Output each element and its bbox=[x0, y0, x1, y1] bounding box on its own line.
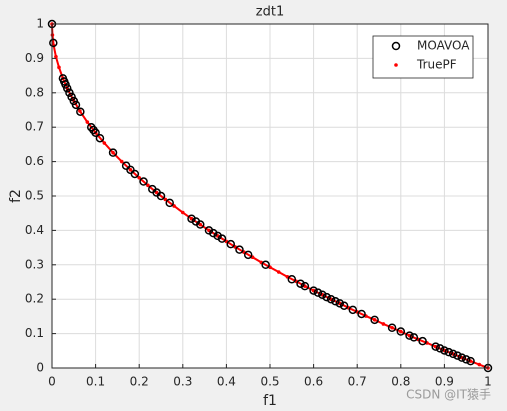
point bbox=[331, 297, 340, 306]
point bbox=[85, 120, 90, 124]
y-tick-label: 0.8 bbox=[25, 85, 44, 99]
point bbox=[300, 281, 310, 291]
point bbox=[322, 292, 331, 302]
point bbox=[381, 322, 386, 326]
chart-title: zdt1 bbox=[256, 5, 284, 20]
point bbox=[309, 286, 318, 295]
y-tick-label: 0 bbox=[36, 361, 44, 375]
x-tick-label: 0.5 bbox=[260, 375, 279, 389]
legend-label: TruePF bbox=[416, 58, 457, 72]
point bbox=[461, 355, 471, 364]
point bbox=[318, 290, 327, 299]
point bbox=[156, 191, 166, 201]
point bbox=[111, 150, 115, 155]
point bbox=[435, 344, 445, 353]
point bbox=[339, 301, 349, 310]
point bbox=[102, 141, 107, 145]
x-axis-label: f1 bbox=[263, 393, 277, 409]
point bbox=[453, 351, 462, 360]
point bbox=[348, 305, 358, 315]
point bbox=[390, 325, 394, 330]
point bbox=[67, 92, 76, 102]
x-tick-label: 0.6 bbox=[304, 375, 323, 389]
point bbox=[71, 100, 81, 110]
point bbox=[195, 220, 205, 229]
point bbox=[139, 177, 148, 186]
x-tick-label: 0.8 bbox=[391, 375, 410, 389]
y-tick-label: 0.5 bbox=[25, 189, 44, 203]
y-tick-label: 0.7 bbox=[25, 120, 44, 134]
x-tick-label: 0.2 bbox=[130, 375, 149, 389]
x-tick-label: 0.7 bbox=[348, 375, 367, 389]
legend-marker bbox=[391, 41, 401, 51]
point bbox=[357, 309, 366, 319]
x-tick-label: 0.9 bbox=[435, 375, 454, 389]
x-tick-label: 0 bbox=[48, 375, 56, 389]
point bbox=[163, 197, 168, 202]
y-tick-label: 0.1 bbox=[25, 326, 44, 340]
point bbox=[372, 318, 377, 322]
point bbox=[444, 347, 454, 357]
x-tick-label: 0.4 bbox=[217, 375, 236, 389]
point bbox=[396, 327, 406, 336]
point bbox=[287, 274, 297, 284]
y-tick-label: 0.9 bbox=[25, 51, 44, 65]
point bbox=[130, 169, 140, 179]
point bbox=[313, 288, 323, 297]
point bbox=[370, 315, 379, 325]
x-tick-label: 1 bbox=[484, 375, 492, 389]
y-tick-label: 1 bbox=[36, 17, 44, 31]
y-tick-label: 0.4 bbox=[25, 223, 44, 237]
point bbox=[91, 128, 100, 137]
point bbox=[137, 175, 141, 180]
point bbox=[54, 54, 58, 59]
point bbox=[119, 159, 124, 164]
point bbox=[65, 88, 74, 98]
legend-box bbox=[372, 35, 474, 79]
x-tick-label: 0.3 bbox=[173, 375, 192, 389]
point bbox=[128, 168, 133, 172]
point bbox=[440, 346, 449, 355]
point bbox=[457, 353, 467, 362]
point bbox=[226, 239, 236, 249]
point bbox=[466, 356, 475, 366]
point bbox=[326, 294, 336, 304]
legend-label: MOAVOA bbox=[417, 39, 470, 53]
point bbox=[78, 109, 82, 113]
point bbox=[146, 183, 150, 188]
point bbox=[57, 65, 61, 70]
y-tick-label: 0.2 bbox=[25, 292, 44, 306]
y-axis-label: f2 bbox=[8, 189, 24, 203]
x-tick-label: 0.1 bbox=[86, 375, 105, 389]
point bbox=[108, 148, 118, 157]
point bbox=[296, 279, 305, 288]
point bbox=[154, 190, 159, 195]
watermark: CSDN @IT猿手 bbox=[406, 387, 491, 402]
point bbox=[95, 133, 105, 143]
point bbox=[335, 299, 345, 308]
point bbox=[477, 362, 482, 367]
point bbox=[448, 349, 458, 359]
point bbox=[235, 245, 244, 254]
legend-marker bbox=[394, 63, 398, 67]
point bbox=[431, 342, 440, 351]
point bbox=[243, 250, 253, 260]
point bbox=[217, 234, 227, 243]
y-tick-label: 0.3 bbox=[25, 257, 44, 271]
point bbox=[387, 323, 397, 333]
point bbox=[405, 331, 414, 340]
point bbox=[181, 210, 185, 215]
y-tick-label: 0.6 bbox=[25, 154, 44, 168]
point bbox=[409, 333, 419, 342]
point bbox=[63, 84, 72, 93]
point bbox=[49, 38, 58, 48]
point bbox=[165, 198, 174, 208]
point bbox=[276, 270, 281, 274]
point bbox=[261, 260, 270, 270]
point bbox=[399, 329, 403, 334]
point bbox=[418, 336, 427, 346]
point bbox=[76, 107, 85, 116]
